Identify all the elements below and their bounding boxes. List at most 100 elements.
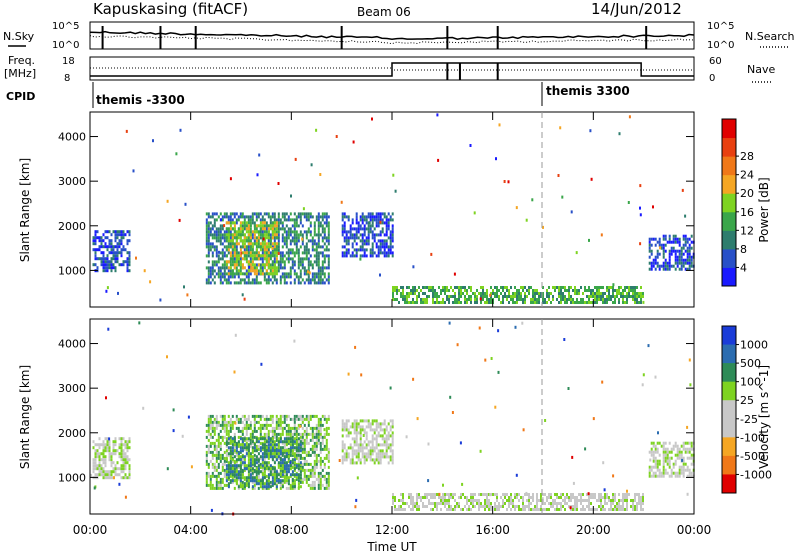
heatmap-cell <box>351 227 354 231</box>
heatmap-cell <box>283 263 286 267</box>
heatmap-cell <box>389 428 392 432</box>
heatmap-cell <box>355 254 358 258</box>
heatmap-cell <box>680 444 683 448</box>
nsky-tick-bottom: 10^0 <box>52 40 79 51</box>
heatmap-cell <box>265 212 268 216</box>
heatmap-cell <box>229 455 232 459</box>
heatmap-cell <box>654 261 657 265</box>
heatmap-cell <box>456 298 458 301</box>
heatmap-cell <box>257 239 260 243</box>
heatmap-cell <box>684 237 687 241</box>
heatmap-cell <box>315 242 318 246</box>
heatmap-cell <box>277 480 280 484</box>
heatmap-cell <box>315 426 318 430</box>
heatmap-cell <box>124 455 127 459</box>
heatmap-cell <box>664 243 667 247</box>
heatmap-cell <box>166 199 169 203</box>
heatmap-cell <box>494 405 497 409</box>
heatmap-cell <box>610 499 612 502</box>
heatmap-cell <box>424 298 426 301</box>
heatmap-cell <box>293 461 296 465</box>
heatmap-cell <box>512 292 514 295</box>
heatmap-cell <box>223 260 226 264</box>
heatmap-cell <box>295 245 298 249</box>
heatmap-cell <box>361 425 364 429</box>
heatmap-cell <box>315 465 318 469</box>
heatmap-cell <box>596 289 598 292</box>
heatmap-cell <box>536 292 538 295</box>
heatmap-cell <box>654 456 657 460</box>
heatmap-cell <box>674 462 677 466</box>
heatmap-cell <box>229 420 232 424</box>
heatmap-cell <box>650 447 653 451</box>
heatmap-cell <box>279 414 282 418</box>
heatmap-cell <box>484 493 486 496</box>
heatmap-cell <box>371 215 374 219</box>
heatmap-cell <box>233 470 236 474</box>
heatmap-cell <box>416 417 419 421</box>
heatmap-cell <box>540 499 542 502</box>
heatmap-cell <box>542 508 544 511</box>
heatmap-cell <box>231 458 234 462</box>
heatmap-cell <box>315 423 318 427</box>
heatmap-cell <box>229 212 232 216</box>
heatmap-cell <box>221 465 224 469</box>
heatmap-cell <box>454 508 456 511</box>
heatmap-cell <box>355 434 358 438</box>
heatmap-cell <box>448 502 450 505</box>
heatmap-cell <box>233 248 236 252</box>
heatmap-cell <box>301 468 304 472</box>
heatmap-cell <box>550 292 552 295</box>
heatmap-cell <box>622 493 624 496</box>
heatmap-cell <box>369 446 372 450</box>
heatmap-cell <box>259 281 262 285</box>
heatmap-cell <box>301 251 304 255</box>
heatmap-cell <box>229 479 232 483</box>
heatmap-cell <box>678 450 681 454</box>
heatmap-cell <box>291 462 294 466</box>
power-colorbar-label: Power [dB] <box>757 177 771 242</box>
heatmap-cell <box>355 221 358 225</box>
heatmap-cell <box>299 443 302 447</box>
heatmap-cell <box>108 242 111 246</box>
heatmap-cell <box>396 286 398 289</box>
heatmap-cell <box>325 278 328 282</box>
heatmap-cell <box>289 440 292 444</box>
heatmap-cell <box>124 467 127 471</box>
heatmap-cell <box>444 286 446 289</box>
heatmap-cell <box>311 435 314 439</box>
heatmap-cell <box>323 417 326 421</box>
heatmap-cell <box>263 449 266 453</box>
heatmap-cell <box>311 248 314 252</box>
heatmap-cell <box>283 281 286 285</box>
heatmap-cell <box>275 218 278 222</box>
heatmap-cell <box>251 245 254 249</box>
heatmap-cell <box>273 446 276 450</box>
heatmap-cell <box>522 499 524 502</box>
heatmap-cell <box>128 254 131 258</box>
heatmap-cell <box>624 301 626 304</box>
heatmap-cell <box>299 233 302 237</box>
heatmap-cell <box>311 444 314 448</box>
heatmap-cell <box>588 289 590 292</box>
heatmap-cell <box>285 470 288 474</box>
heatmap-cell <box>494 502 496 505</box>
heatmap-cell <box>341 428 344 432</box>
heatmap-cell <box>231 480 234 484</box>
heatmap-cell <box>686 240 689 244</box>
heatmap-cell <box>532 289 534 292</box>
heatmap-cell <box>231 446 234 450</box>
heatmap-cell <box>315 441 318 445</box>
heatmap-cell <box>241 462 244 466</box>
heatmap-cell <box>128 476 131 480</box>
heatmap-cell <box>558 292 560 295</box>
heatmap-cell <box>391 218 394 222</box>
heatmap-cell <box>237 429 240 433</box>
heatmap-cell <box>307 230 310 234</box>
heatmap-cell <box>311 275 314 279</box>
heatmap-cell <box>504 286 506 289</box>
heatmap-cell <box>592 292 594 295</box>
heatmap-cell <box>462 292 464 295</box>
heatmap-cell <box>640 508 642 511</box>
heatmap-cell <box>273 476 276 480</box>
